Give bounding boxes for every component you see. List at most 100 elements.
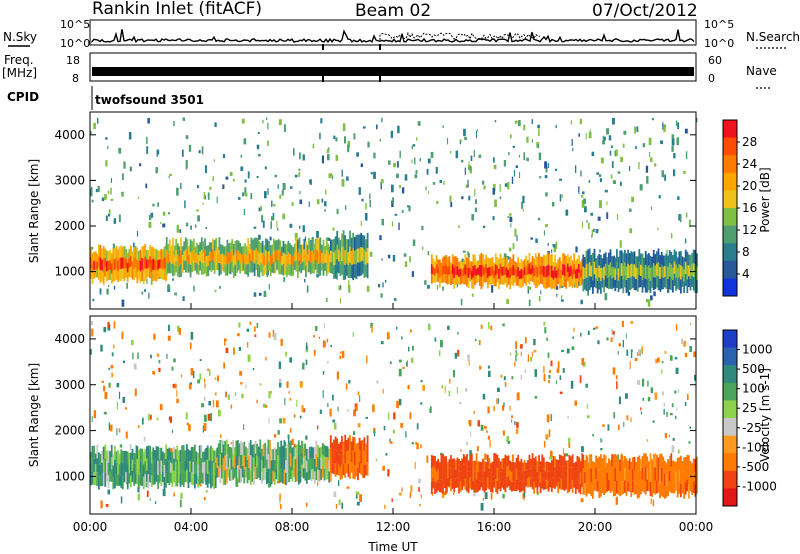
band-cell — [232, 440, 234, 454]
band-cell — [325, 250, 328, 263]
colorbar-swatch — [723, 435, 737, 454]
band-cell — [255, 259, 258, 270]
band-cell — [188, 263, 190, 273]
band-cell — [579, 472, 582, 484]
band-cell — [125, 258, 127, 269]
band-cell — [98, 477, 100, 490]
band-cell — [673, 273, 676, 286]
band-cell — [673, 482, 676, 494]
band-cell — [168, 239, 171, 251]
band-cell — [606, 472, 609, 483]
band-cell — [620, 250, 623, 264]
echo-cell — [527, 354, 529, 362]
y-tick-label: 2000 — [54, 219, 85, 233]
band-cell — [200, 237, 203, 250]
band-cell — [510, 275, 513, 285]
band-cell — [102, 472, 105, 486]
colorbar-tick-label: 12 — [742, 223, 757, 237]
echo-cell — [482, 498, 485, 501]
band-cell — [451, 264, 454, 275]
echo-cell — [642, 397, 645, 401]
echo-cell — [93, 122, 96, 130]
echo-cell — [678, 389, 680, 394]
echo-cell — [381, 218, 384, 226]
band-cell — [530, 261, 532, 269]
band-cell — [256, 263, 259, 277]
echo-cell — [427, 158, 431, 164]
band-cell — [552, 477, 555, 488]
band-cell — [448, 477, 451, 487]
band-cell — [320, 457, 323, 469]
echo-cell — [137, 486, 140, 493]
band-cell — [437, 266, 440, 275]
band-cell — [334, 250, 337, 265]
band-cell — [134, 256, 137, 267]
band-cell — [656, 454, 658, 468]
band-cell — [149, 245, 151, 257]
echo-cell — [574, 400, 577, 406]
band-cell — [552, 270, 555, 280]
band-cell — [574, 472, 577, 484]
echo-cell — [468, 360, 470, 366]
echo-cell — [630, 320, 633, 324]
echo-cell — [105, 137, 108, 140]
band-cell — [313, 263, 315, 274]
band-cell — [657, 469, 660, 481]
echo-cell — [301, 405, 304, 413]
band-cell — [518, 461, 521, 472]
echo-cell — [640, 184, 643, 191]
band-cell — [360, 463, 363, 475]
band-cell — [549, 471, 552, 480]
echo-cell — [202, 202, 204, 205]
band-cell — [324, 262, 326, 271]
band-cell — [321, 466, 324, 478]
echo-cell — [173, 121, 175, 127]
band-cell — [654, 254, 657, 266]
band-cell — [328, 460, 331, 472]
band-cell — [192, 450, 195, 462]
echo-cell — [404, 174, 408, 181]
echo-cell — [159, 404, 163, 411]
band-cell — [321, 253, 323, 262]
band-cell — [432, 477, 435, 489]
band-cell — [344, 264, 347, 280]
band-cell — [268, 251, 270, 262]
colorbar-swatch — [723, 208, 737, 227]
band-cell — [694, 484, 697, 497]
echo-cell — [284, 397, 286, 406]
band-cell — [99, 245, 102, 258]
band-cell — [139, 448, 142, 461]
echo-cell — [188, 424, 191, 432]
echo-cell — [398, 368, 402, 377]
echo-cell — [341, 169, 343, 177]
band-cell — [242, 254, 245, 263]
band-cell — [606, 463, 609, 473]
band-cell — [327, 243, 330, 254]
band-cell — [501, 275, 504, 285]
band-cell — [365, 264, 367, 277]
band-cell — [216, 457, 219, 468]
echo-cell — [442, 286, 444, 291]
band-cell — [640, 470, 642, 483]
echo-cell — [410, 329, 412, 333]
echo-cell — [484, 426, 487, 429]
echo-cell — [411, 159, 413, 164]
echo-cell — [338, 499, 341, 505]
band-cell — [308, 260, 310, 273]
echo-cell — [120, 496, 123, 504]
band-cell — [245, 446, 247, 457]
echo-cell — [254, 334, 257, 338]
band-cell — [141, 461, 143, 474]
echo-cell — [348, 380, 351, 384]
band-cell — [635, 267, 637, 279]
band-cell — [158, 447, 161, 460]
band-cell — [224, 455, 226, 471]
band-cell — [550, 277, 553, 290]
band-cell — [485, 273, 488, 283]
band-cell — [198, 458, 201, 472]
band-cell — [512, 254, 515, 265]
band-cell — [620, 263, 623, 276]
band-cell — [542, 468, 545, 480]
band-cell — [558, 257, 561, 268]
